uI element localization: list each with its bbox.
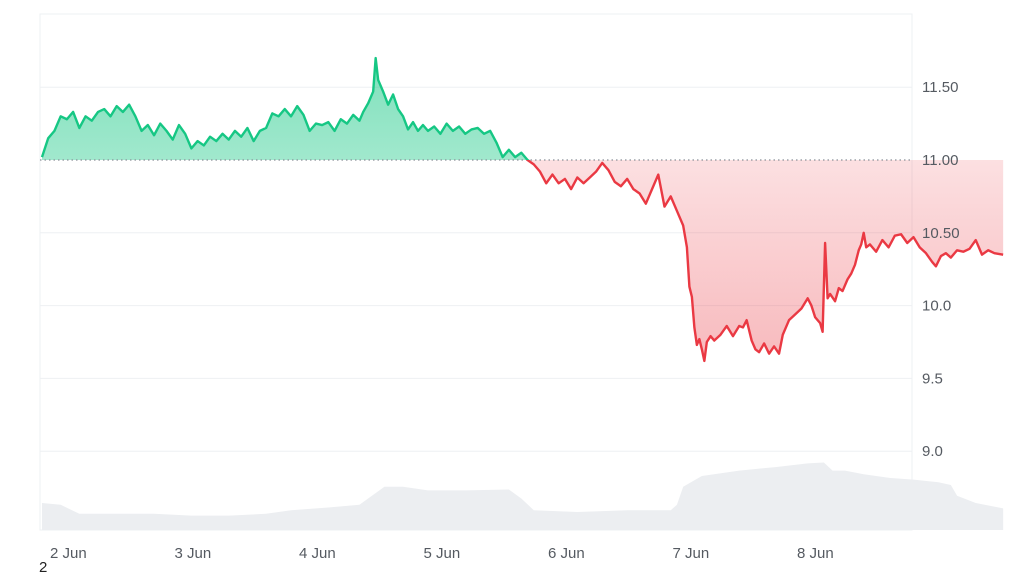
x-tick-label: 4 Jun <box>299 545 336 562</box>
y-tick-label: 11.50 <box>922 79 958 96</box>
price-line <box>40 56 1004 363</box>
y-tick-label: 11.00 <box>922 152 958 169</box>
y-tick-label: 10.50 <box>922 225 960 242</box>
y-tick-label: 9.5 <box>922 370 943 387</box>
x-axis-labels: 2 Jun 3 Jun 4 Jun 5 Jun 6 Jun 7 Jun 8 Jun <box>50 545 834 562</box>
x-tick-label: 6 Jun <box>548 545 585 562</box>
fill-above-baseline <box>42 58 1004 160</box>
y-tick-label: 10.0 <box>922 298 951 315</box>
footnote: 2 <box>39 559 48 576</box>
y-axis-labels: 11.50 11.00 10.50 10.0 9.5 9.0 <box>922 79 960 460</box>
y-tick-label: 9.0 <box>922 443 943 460</box>
x-tick-label: 3 Jun <box>175 545 212 562</box>
x-tick-label: 8 Jun <box>797 545 834 562</box>
x-tick-label: 7 Jun <box>673 545 710 562</box>
volume-shape <box>42 462 1004 530</box>
fill-below-baseline <box>42 160 1004 361</box>
price-line-above <box>40 56 530 160</box>
price-fill-area <box>42 58 1004 361</box>
price-line-below <box>525 160 1004 363</box>
volume-area <box>42 462 1004 530</box>
x-tick-label: 5 Jun <box>424 545 461 562</box>
x-tick-label: 2 Jun <box>50 545 87 562</box>
